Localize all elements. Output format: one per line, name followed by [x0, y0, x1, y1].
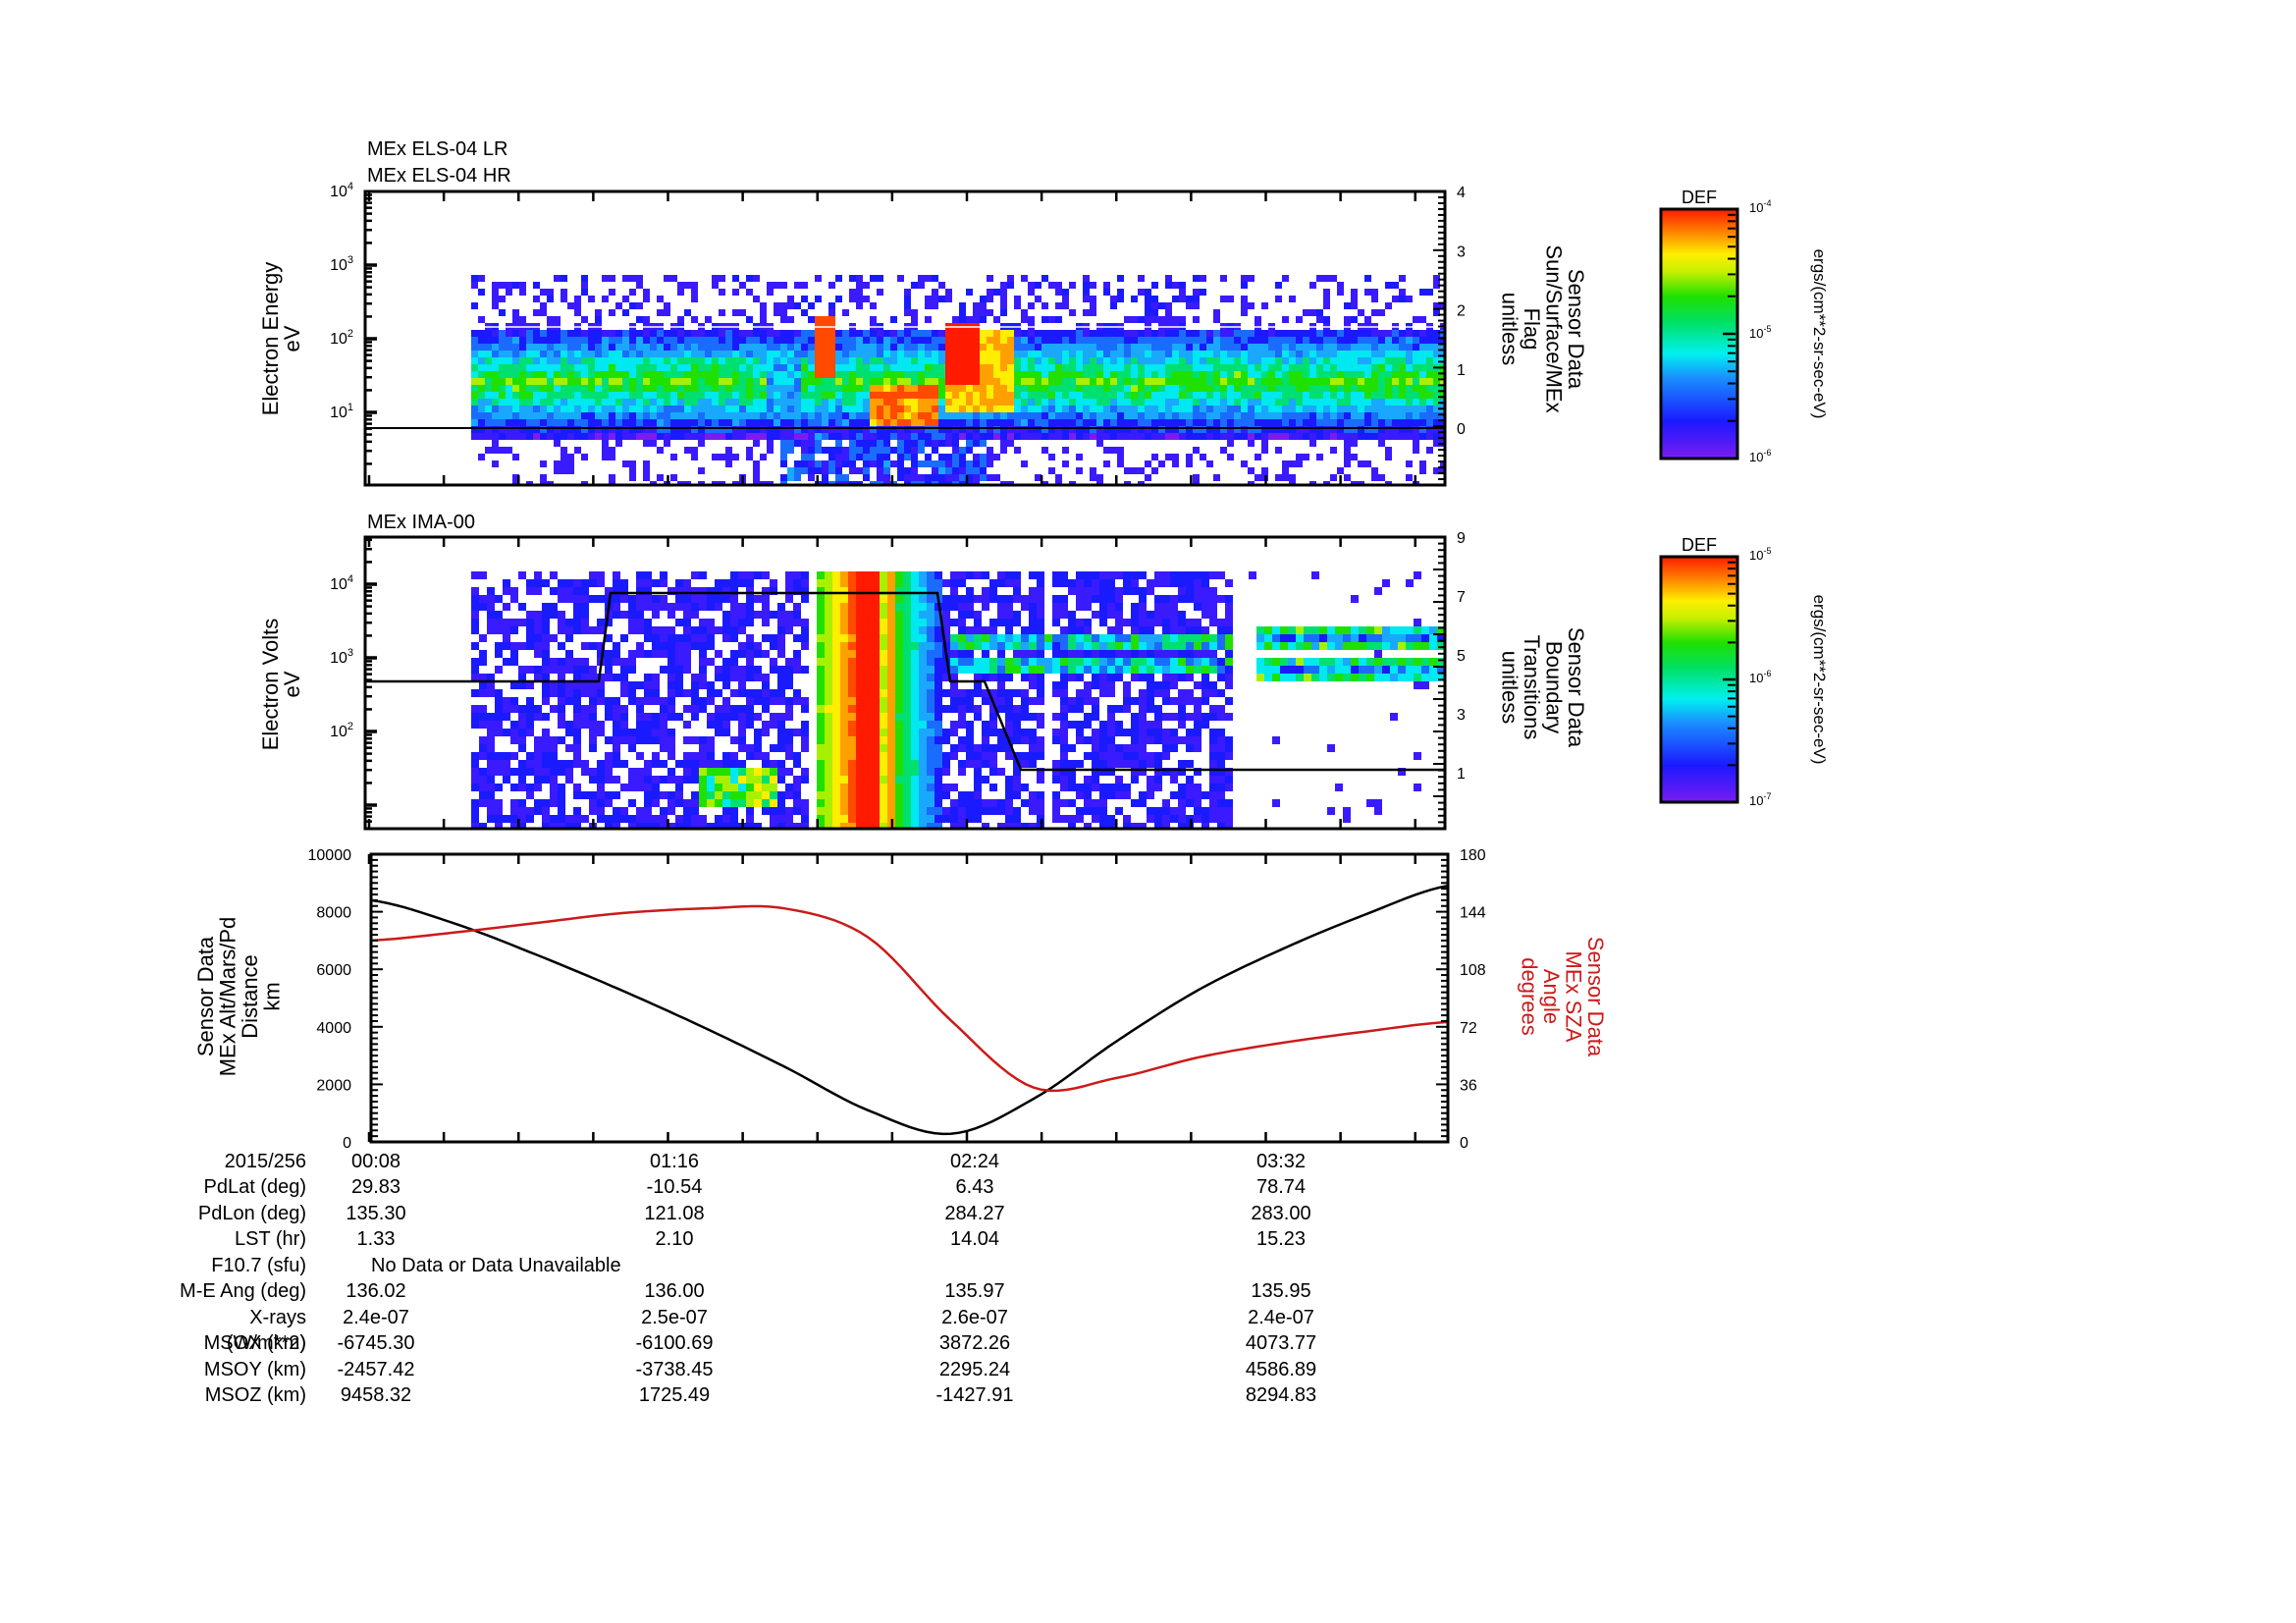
- colorbar-ima-units: ergs/(cm**2-sr-sec-eV): [1810, 595, 1829, 765]
- sza-line: [371, 904, 1448, 1093]
- els-axis-ticks: [365, 190, 1445, 486]
- ima-axis-ticks: [365, 536, 1445, 830]
- orbit-y2-title-line-3: Angle: [1539, 969, 1564, 1024]
- orbit-y-tick-labels: 10000 8000 6000 4000 2000 0: [308, 847, 352, 1152]
- els-y-tick-labels: 104 103 102 101: [330, 181, 353, 421]
- orbit-y2tick-label: 108: [1460, 962, 1486, 979]
- ima-y2tick-label: 3: [1457, 707, 1466, 724]
- colorbar-els-title: DEF: [1682, 188, 1717, 207]
- els-y2tick-label: 2: [1457, 303, 1466, 320]
- colorbar-ima-min: 10-7: [1749, 791, 1771, 808]
- orbit-y2-tick-labels: 180 144 108 72 36 0: [1460, 847, 1486, 1152]
- ima-y2-title-line-2: Boundary: [1541, 641, 1566, 733]
- orbit-y2tick-label: 0: [1460, 1135, 1468, 1152]
- els-ytick-label: 102: [330, 328, 353, 348]
- orbit-ytick-label: 4000: [316, 1020, 351, 1037]
- ima-ytick-label: 104: [330, 573, 353, 593]
- ima-ytick-label: 102: [330, 721, 353, 740]
- ima-y2-title-line-1: Sensor Data: [1564, 627, 1588, 748]
- orbit-ytick-label: 6000: [316, 962, 351, 979]
- ima-ylabel-2: eV: [280, 671, 304, 697]
- orbit-y2-title-line-2: MEx SZA: [1561, 951, 1585, 1043]
- ima-y2tick-label: 1: [1457, 766, 1466, 783]
- colorbar-ima-mid: 10-6: [1749, 669, 1771, 685]
- els-title-lr: MEx ELS-04 LR: [367, 138, 507, 160]
- els-title-hr: MEx ELS-04 HR: [367, 165, 511, 187]
- els-ylabel-2: eV: [280, 325, 304, 352]
- colorbar-els: DEF 10-4 10-5 10-6 ergs/(cm**2-sr-sec-eV…: [1659, 188, 1829, 464]
- els-y2-title-line-2: Sun/Surface/MEx: [1541, 244, 1566, 412]
- orbit-ytick-label: 8000: [316, 905, 351, 922]
- ima-y2-tick-labels: 9 7 5 3 1: [1457, 530, 1466, 783]
- els-y2-title-line-4: unitless: [1498, 293, 1522, 366]
- orbit-y2-title-line-1: Sensor Data: [1583, 937, 1608, 1057]
- els-ylabel-1: Electron Energy: [258, 262, 283, 416]
- els-y2tick-label: 4: [1457, 185, 1466, 201]
- orbit-ylabel-line-1: Sensor Data: [193, 936, 218, 1056]
- colorbar-els-units: ergs/(cm**2-sr-sec-eV): [1810, 249, 1829, 419]
- ima-y2-title-line-3: Transitions: [1520, 635, 1544, 740]
- els-y2tick-label: 0: [1457, 421, 1466, 438]
- els-panel: MEx ELS-04 LR MEx ELS-04 HR 104103102101…: [258, 138, 1588, 487]
- colorbar-ima-title: DEF: [1682, 535, 1717, 555]
- orbit-y2tick-label: 36: [1460, 1077, 1477, 1094]
- orbit-ylabel-line-4: km: [259, 982, 284, 1010]
- els-y2-tick-labels: 4 3 2 1 0: [1457, 185, 1466, 438]
- orbit-y2tick-label: 144: [1460, 905, 1486, 922]
- orbit-ylabel-line-2: MEx Alt/Mars/Pd: [216, 917, 240, 1077]
- ima-panel: MEx IMA-00 104 103 102 9 7 5 3 1 Electron Volt…: [258, 512, 1588, 831]
- els-y2-title-line-3: Flag: [1520, 308, 1544, 351]
- colorbar-els-max: 10-4: [1749, 198, 1771, 215]
- orbit-y2tick-label: 180: [1460, 847, 1486, 864]
- orbit-y2-title-line-4: degrees: [1518, 957, 1542, 1036]
- altitude-line: [371, 884, 1448, 1136]
- orbit-ytick-label: 10000: [308, 847, 352, 864]
- els-ytick-label: 101: [330, 402, 353, 421]
- orbit-ytick-label: 0: [343, 1135, 351, 1152]
- orbit-ytick-label: 2000: [316, 1077, 351, 1094]
- orbit-panel: 10000 8000 6000 4000 2000 0 180 144 108 72 36 0 Se…: [193, 847, 1608, 1152]
- els-y2tick-label: 3: [1457, 243, 1466, 260]
- orbit-y2tick-label: 72: [1460, 1020, 1477, 1037]
- ima-frame: [363, 535, 1447, 831]
- orbit-ylabel-line-3: Distance: [238, 954, 262, 1039]
- els-spectrogram: [471, 275, 1445, 485]
- ima-ylabel-1: Electron Volts: [258, 619, 283, 751]
- ima-boundary-line: [365, 591, 1445, 772]
- els-y2tick-label: 1: [1457, 362, 1466, 379]
- colorbar-ima-max: 10-5: [1749, 546, 1771, 563]
- ima-y2-title-line-4: unitless: [1498, 651, 1522, 725]
- colorbar-ima: DEF 10-5 10-6 10-7 ergs/(cm**2-sr-sec-eV…: [1659, 535, 1829, 808]
- colorbar-els-min: 10-6: [1749, 448, 1771, 464]
- ima-y-tick-labels: 104 103 102: [330, 573, 353, 740]
- ima-y2tick-label: 9: [1457, 530, 1466, 547]
- ima-ytick-label: 103: [330, 647, 353, 667]
- orbit-frame: [369, 852, 1450, 1144]
- els-ytick-label: 103: [330, 254, 353, 274]
- ima-y2tick-label: 5: [1457, 648, 1466, 665]
- els-y2-title-line-1: Sensor Data: [1564, 269, 1588, 390]
- ima-title: MEx IMA-00: [367, 512, 475, 533]
- orbit-axis-ticks: [367, 853, 1448, 1143]
- ima-y2tick-label: 7: [1457, 589, 1466, 606]
- els-ytick-label: 104: [330, 181, 353, 200]
- ima-spectrogram: [471, 571, 1445, 829]
- colorbar-els-mid: 10-5: [1749, 324, 1771, 341]
